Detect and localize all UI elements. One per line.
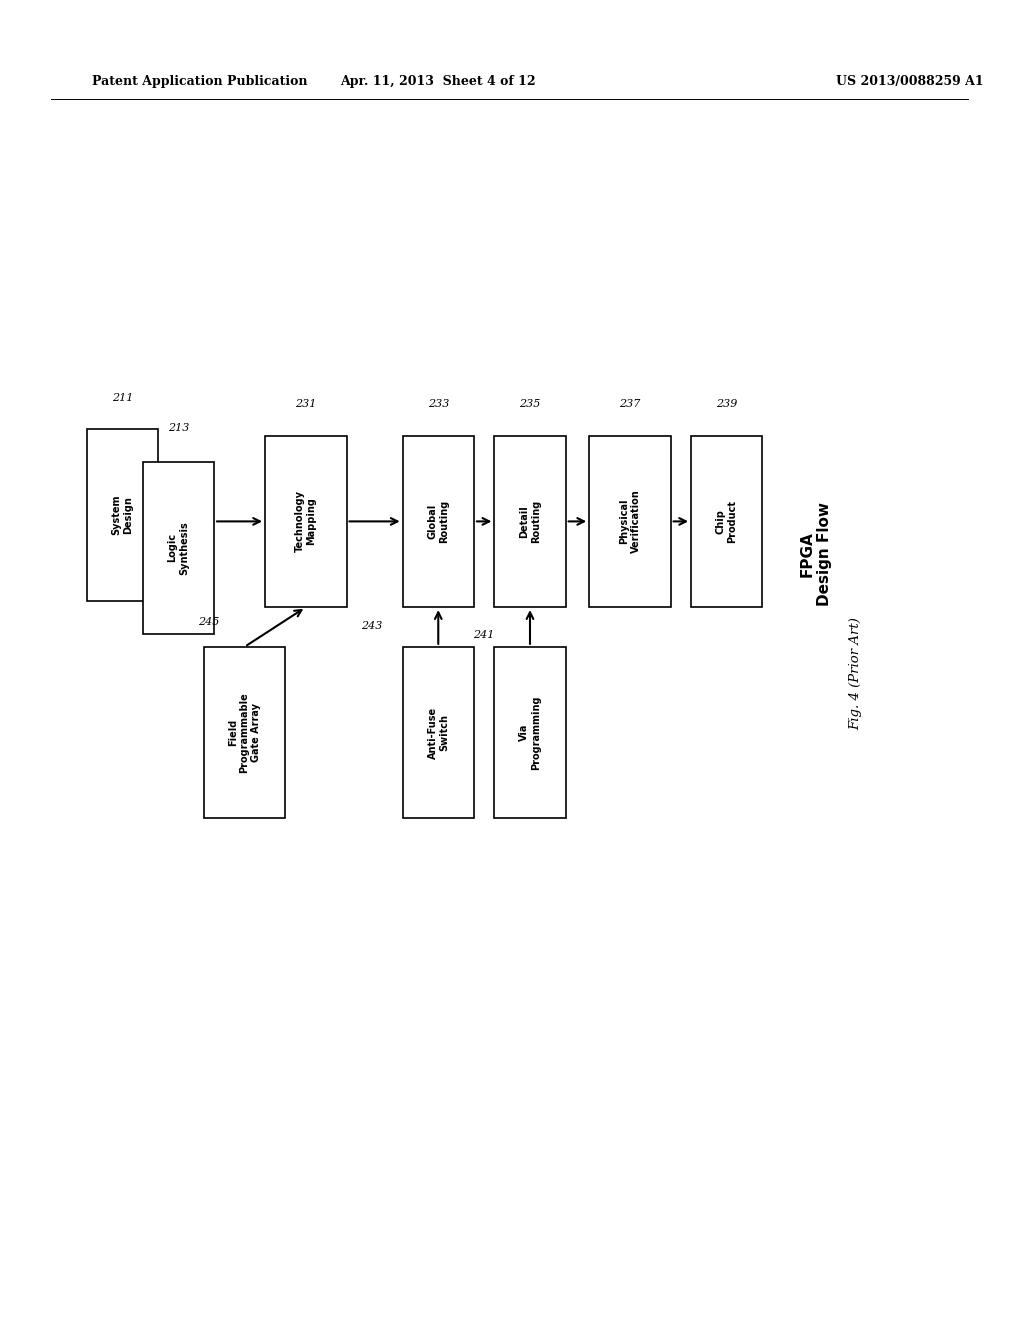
FancyBboxPatch shape: [265, 436, 346, 607]
FancyBboxPatch shape: [402, 436, 474, 607]
Text: Detail
Routing: Detail Routing: [519, 500, 541, 543]
Text: Global
Routing: Global Routing: [427, 500, 450, 543]
Text: Anti-Fuse
Switch: Anti-Fuse Switch: [427, 706, 450, 759]
Text: US 2013/0088259 A1: US 2013/0088259 A1: [836, 75, 983, 88]
Text: FPGA
Design Flow: FPGA Design Flow: [799, 503, 831, 606]
Text: Physical
Verification: Physical Verification: [620, 490, 641, 553]
Text: 231: 231: [295, 399, 316, 409]
Text: 211: 211: [112, 392, 133, 403]
FancyBboxPatch shape: [589, 436, 671, 607]
FancyBboxPatch shape: [402, 647, 474, 818]
FancyBboxPatch shape: [495, 436, 565, 607]
Text: 239: 239: [716, 399, 737, 409]
FancyBboxPatch shape: [142, 462, 214, 634]
Text: 237: 237: [620, 399, 641, 409]
Text: 245: 245: [199, 616, 219, 627]
FancyBboxPatch shape: [87, 429, 158, 601]
Text: 243: 243: [361, 620, 383, 631]
FancyBboxPatch shape: [691, 436, 763, 607]
Text: 213: 213: [168, 422, 189, 433]
Text: 235: 235: [519, 399, 541, 409]
Text: Via
Programming: Via Programming: [519, 696, 541, 770]
Text: Fig. 4 (Prior Art): Fig. 4 (Prior Art): [850, 616, 862, 730]
Text: 241: 241: [473, 630, 495, 640]
Text: Patent Application Publication: Patent Application Publication: [92, 75, 307, 88]
Text: System
Design: System Design: [112, 495, 133, 535]
Text: Chip
Product: Chip Product: [716, 500, 737, 543]
Text: 233: 233: [428, 399, 449, 409]
Text: Technology
Mapping: Technology Mapping: [295, 491, 316, 552]
Text: Field
Programmable
Gate Array: Field Programmable Gate Array: [228, 692, 261, 774]
FancyBboxPatch shape: [495, 647, 565, 818]
Text: Logic
Synthesis: Logic Synthesis: [168, 521, 189, 574]
FancyBboxPatch shape: [204, 647, 286, 818]
Text: Apr. 11, 2013  Sheet 4 of 12: Apr. 11, 2013 Sheet 4 of 12: [340, 75, 537, 88]
